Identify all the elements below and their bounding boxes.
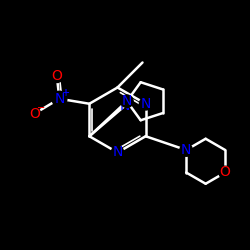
Circle shape (180, 144, 192, 156)
Text: O: O (52, 69, 62, 83)
Text: N: N (140, 97, 151, 111)
Circle shape (111, 146, 124, 159)
Text: N: N (181, 143, 191, 157)
Text: N: N (181, 143, 191, 157)
Text: O: O (29, 107, 40, 121)
Text: −: − (37, 103, 45, 113)
Text: N: N (122, 94, 132, 108)
Text: O: O (52, 69, 62, 83)
Circle shape (52, 91, 67, 106)
Text: O: O (29, 107, 40, 121)
Circle shape (120, 95, 133, 108)
Text: O: O (220, 166, 230, 179)
Circle shape (140, 98, 152, 110)
Text: N: N (54, 92, 64, 106)
Text: N: N (112, 146, 123, 160)
Circle shape (28, 108, 40, 120)
Text: −: − (36, 102, 45, 113)
Text: N: N (140, 97, 151, 111)
Text: +: + (61, 88, 69, 98)
Text: N: N (112, 146, 123, 160)
Circle shape (219, 166, 232, 179)
Text: +: + (61, 88, 69, 98)
Text: N: N (54, 92, 64, 106)
Text: N: N (119, 99, 130, 113)
Text: N: N (122, 94, 132, 108)
Circle shape (50, 70, 63, 82)
Text: O: O (220, 166, 230, 179)
